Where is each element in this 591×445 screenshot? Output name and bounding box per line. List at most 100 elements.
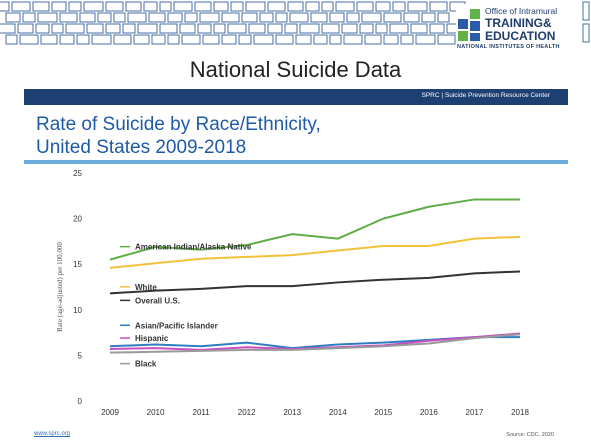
grid-cell: [179, 23, 196, 34]
grid-cell: [202, 34, 220, 45]
x-tick-label: 2016: [420, 408, 438, 417]
grid-cell: [313, 34, 328, 45]
grid-cell: [383, 12, 402, 23]
sprc-link[interactable]: www.sprc.org: [34, 431, 71, 437]
grid-cell: [32, 1, 50, 12]
chart-title-line2: United States 2009-2018: [36, 137, 247, 158]
logo-education-text: EDUCATION: [485, 29, 556, 43]
grid-cell: [5, 34, 18, 45]
grid-cell: [22, 12, 36, 23]
series-line: [109, 198, 520, 261]
grid-cell: [346, 12, 360, 23]
grid-cell: [86, 23, 104, 34]
grid-cell: [321, 1, 334, 12]
grid-cell: [221, 12, 240, 23]
series-label: Black: [135, 360, 157, 369]
grid-cell: [407, 1, 428, 12]
grid-cell: [275, 34, 294, 45]
grid-cell: [403, 12, 420, 23]
grid-cell: [389, 23, 409, 34]
grid-cell: [113, 12, 126, 23]
grid-cell: [97, 12, 112, 23]
sprc-banner-label: SPRC | Suicide Prevention Resource Cente…: [421, 92, 551, 99]
title-rule: [24, 160, 568, 164]
grid-cell: [227, 23, 247, 34]
grid-cell: [410, 23, 428, 34]
grid-cell: [321, 23, 340, 34]
grid-cell: [173, 1, 193, 12]
grid-cell: [310, 12, 328, 23]
grid-cell: [289, 12, 309, 23]
grid-cell: [167, 34, 180, 45]
grid-cell: [143, 1, 158, 12]
x-tick-label: 2018: [511, 408, 529, 417]
chart-title-line1: Rate of Suicide by Race/Ethnicity,: [36, 114, 321, 135]
y-tick-label: 25: [73, 169, 82, 178]
grid-cell: [245, 1, 266, 12]
logo-training-text: TRAINING&: [485, 16, 552, 30]
logo-office-text: Office of Intramural: [485, 6, 558, 16]
grid-cell: [341, 23, 358, 34]
grid-cell: [184, 12, 198, 23]
grid-cell: [76, 34, 90, 45]
grid-cell: [5, 12, 21, 23]
grid-cell: [19, 34, 39, 45]
grid-cell: [199, 12, 220, 23]
grid-cell: [59, 12, 78, 23]
grid-cell: [359, 23, 374, 34]
grid-cell: [51, 1, 67, 12]
x-tick-label: 2011: [193, 408, 211, 417]
grid-cell: [375, 23, 388, 34]
grid-cell: [68, 1, 82, 12]
grid-cell: [267, 1, 286, 12]
grid-cell: [582, 23, 590, 43]
x-tick-label: 2010: [147, 408, 165, 417]
chart-panel: SPRC | Suicide Prevention Resource Cente…: [24, 89, 568, 439]
grid-cell: [65, 23, 85, 34]
suicide-rate-line-chart: 0 5 10 15 20 25 2009 2010 2011 2012 2013 2014 2015 20…: [56, 169, 529, 417]
grid-cell: [287, 1, 304, 12]
grid-cell: [295, 34, 312, 45]
grid-cell: [392, 1, 406, 12]
grid-cell: [148, 12, 166, 23]
x-tick-label: 2013: [283, 408, 301, 417]
grid-pattern-cells: [0, 1, 590, 45]
grid-cell: [364, 34, 382, 45]
grid-cell: [230, 1, 244, 12]
grid-cell: [329, 12, 345, 23]
grid-cell: [159, 1, 172, 12]
grid-cell: [421, 12, 436, 23]
grid-cell: [17, 23, 34, 34]
grid-cell: [167, 12, 183, 23]
x-tick-label: 2009: [101, 408, 119, 417]
slide-title: National Suicide Data: [189, 57, 402, 82]
grid-cell: [213, 1, 229, 12]
x-tick-label: 2015: [374, 408, 392, 417]
sprc-banner: SPRC | Suicide Prevention Resource Cente…: [24, 89, 568, 105]
series-line: [109, 333, 521, 354]
grid-cell: [259, 12, 274, 23]
x-tick-label: 2012: [238, 408, 256, 417]
logo-nih-text: NATIONAL INSTITUTES OF HEALTH: [457, 44, 560, 50]
y-tick-label: 20: [73, 215, 82, 224]
grid-cell: [137, 23, 158, 34]
series-label: American Indian/Alaska Native: [135, 243, 252, 252]
grid-cell: [40, 34, 58, 45]
grid-cell: [221, 34, 237, 45]
grid-cell: [35, 23, 50, 34]
grid-cell: [181, 34, 201, 45]
grid-cell: [343, 34, 363, 45]
series-label: White: [135, 283, 157, 292]
grid-cell: [113, 34, 132, 45]
grid-cell: [79, 12, 96, 23]
grid-cell: [51, 23, 64, 34]
grid-cell: [0, 23, 16, 34]
grid-cell: [400, 34, 414, 45]
grid-cell: [125, 1, 142, 12]
header-band: Office of Intramural TRAINING& EDUCATION…: [0, 0, 591, 60]
grid-cell: [375, 1, 391, 12]
x-tick-label: 2017: [466, 408, 484, 417]
grid-cell: [415, 34, 436, 45]
series-line: [109, 332, 521, 351]
logo-squares-icon: [458, 9, 480, 41]
